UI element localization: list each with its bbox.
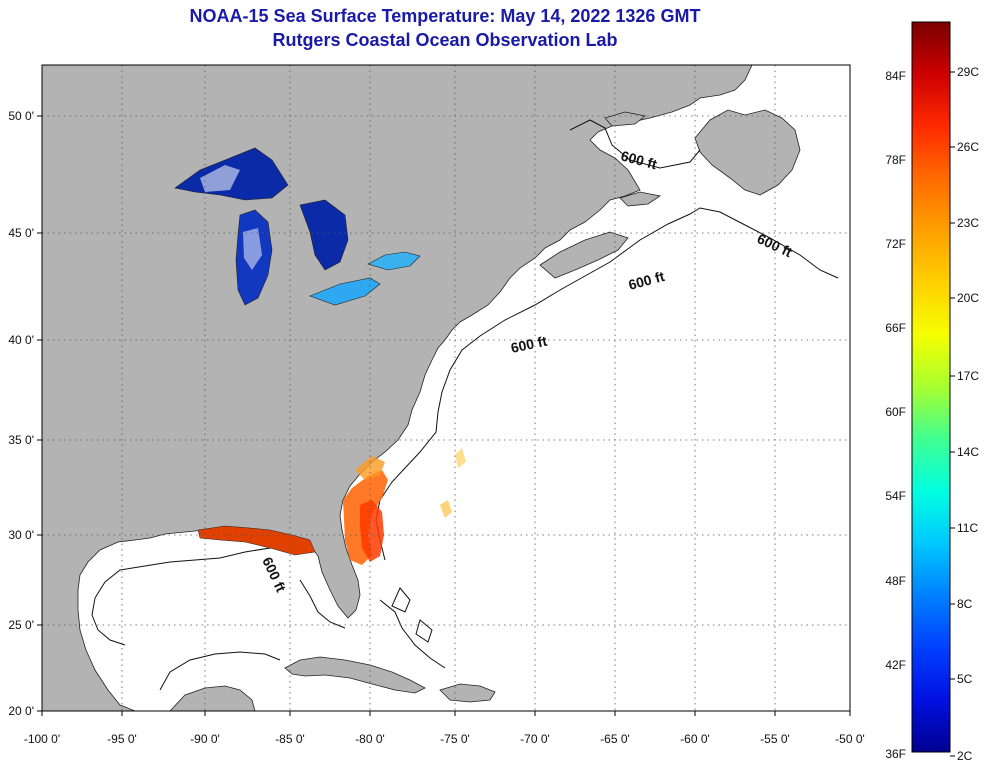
lon-label: -50 0' [835, 732, 865, 746]
lat-label: 50 0' [8, 109, 34, 123]
lon-label: -55 0' [760, 732, 790, 746]
fahrenheit-label: 54F [885, 489, 906, 503]
land-yucatan [169, 685, 256, 711]
land-north-america [42, 65, 753, 711]
lat-label: 35 0' [8, 433, 34, 447]
lon-label: -95 0' [107, 732, 137, 746]
colorbar-scale [911, 21, 951, 753]
sst-coverage [197, 448, 466, 565]
isobath-600ft [91, 119, 839, 691]
lat-label: 45 0' [8, 226, 34, 240]
map-title: NOAA-15 Sea Surface Temperature: May 14,… [189, 6, 701, 26]
lon-label: -75 0' [440, 732, 470, 746]
great-lakes [174, 147, 421, 306]
land-newfoundland [694, 109, 801, 196]
lon-label: -80 0' [355, 732, 385, 746]
map-subtitle: Rutgers Coastal Ocean Observation Lab [272, 30, 618, 50]
latitude-labels: 50 0' 45 0' 40 0' 35 0' 30 0' 25 0' 20 0' [8, 109, 42, 718]
lat-label: 30 0' [8, 528, 34, 542]
fahrenheit-label: 84F [885, 69, 906, 83]
fahrenheit-label: 60F [885, 405, 906, 419]
celsius-labels: 29C 26C 23C 20C 17C 14C 11C 8C 5C 2C [950, 65, 979, 763]
fahrenheit-label: 72F [885, 237, 906, 251]
land-nova-scotia [539, 231, 629, 279]
celsius-label: 23C [957, 216, 979, 230]
fahrenheit-label: 78F [885, 153, 906, 167]
lon-label: -100 0' [24, 732, 60, 746]
lon-label: -60 0' [680, 732, 710, 746]
lon-label: -70 0' [520, 732, 550, 746]
celsius-label: 8C [957, 597, 973, 611]
lon-label: -85 0' [275, 732, 305, 746]
celsius-label: 29C [957, 65, 979, 79]
celsius-label: 26C [957, 140, 979, 154]
longitude-labels: -100 0' -95 0' -90 0' -85 0' -80 0' -75 0' -70… [24, 711, 865, 746]
lon-label: -90 0' [190, 732, 220, 746]
celsius-label: 2C [957, 749, 973, 763]
fahrenheit-label: 42F [885, 658, 906, 672]
land-hispaniola [439, 683, 496, 703]
celsius-label: 17C [957, 369, 979, 383]
lat-label: 40 0' [8, 333, 34, 347]
lat-label: 20 0' [8, 704, 34, 718]
fahrenheit-label: 48F [885, 574, 906, 588]
lon-label: -65 0' [600, 732, 630, 746]
celsius-label: 5C [957, 672, 973, 686]
celsius-label: 20C [957, 291, 979, 305]
fahrenheit-label: 66F [885, 321, 906, 335]
land-pei [619, 191, 662, 207]
fahrenheit-label: 36F [885, 747, 906, 761]
land-cuba [284, 656, 426, 694]
celsius-label: 14C [957, 445, 979, 459]
fahrenheit-labels: 84F 78F 72F 66F 60F 54F 48F 42F 36F [885, 69, 906, 761]
celsius-label: 11C [957, 521, 978, 535]
lat-label: 25 0' [8, 618, 34, 632]
map-frame [41, 64, 851, 712]
depth-label-4: 600 ft [509, 333, 548, 356]
